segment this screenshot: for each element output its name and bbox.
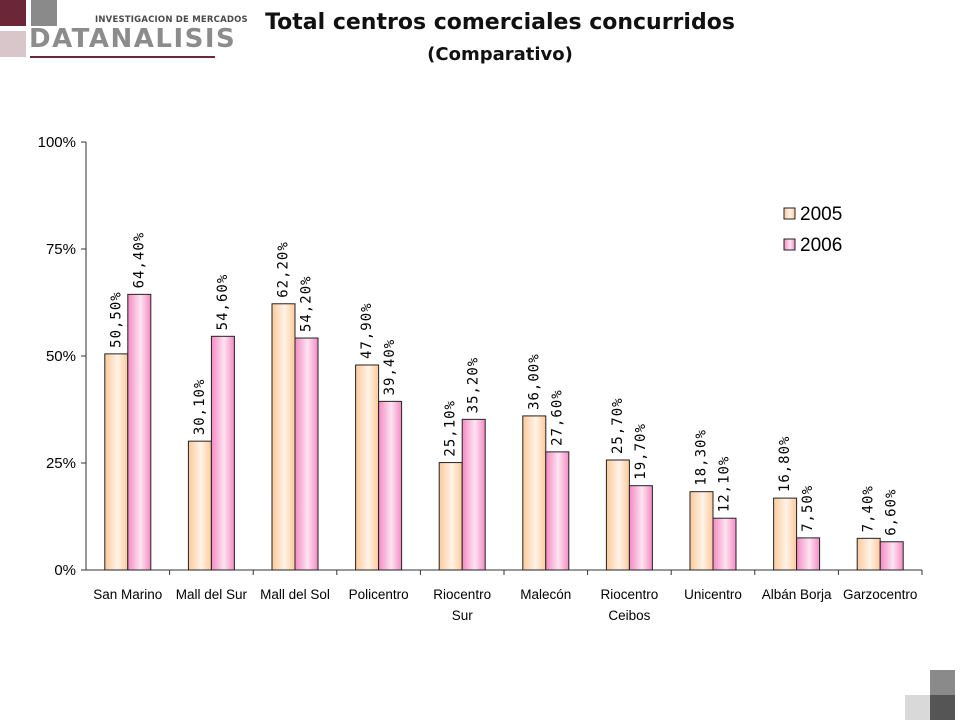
data-label: 25,10% bbox=[443, 400, 459, 457]
data-label: 62,20% bbox=[276, 241, 292, 298]
logo-square-dark bbox=[0, 0, 26, 26]
y-tick-label: 75% bbox=[46, 241, 76, 258]
logo-brand: DATANALISIS bbox=[29, 24, 237, 54]
bar-2006-2 bbox=[294, 337, 319, 571]
corner-square-dark bbox=[930, 695, 955, 720]
bar-2006-9 bbox=[879, 541, 904, 571]
data-label: 54,20% bbox=[299, 275, 315, 332]
bar-2006-7 bbox=[712, 517, 737, 571]
data-label: 50,50% bbox=[108, 291, 124, 348]
legend-swatch-2005 bbox=[783, 207, 796, 220]
bar-2005-3 bbox=[355, 364, 380, 571]
corner-square-light bbox=[905, 695, 930, 720]
y-tick-label: 100% bbox=[38, 134, 76, 151]
data-label: 18,30% bbox=[694, 429, 710, 486]
y-tick-label: 50% bbox=[46, 348, 76, 365]
x-tick-label: Mall del Sur bbox=[176, 587, 248, 602]
x-tick-label: Malecón bbox=[520, 587, 571, 602]
datanalisis-logo: INVESTIGACION DE MERCADOS DATANALISIS bbox=[0, 0, 248, 62]
bar-2005-5 bbox=[522, 415, 547, 571]
data-label: 7,40% bbox=[861, 485, 877, 532]
x-tick-label: Unicentro bbox=[684, 587, 742, 602]
y-tick-label: 25% bbox=[46, 455, 76, 472]
bar-2006-8 bbox=[796, 537, 821, 571]
bar-2005-8 bbox=[773, 497, 798, 571]
x-tick-label: Policentro bbox=[349, 587, 409, 602]
data-label: 27,60% bbox=[549, 389, 565, 446]
x-tick-label: Albán Borja bbox=[762, 587, 832, 602]
bar-2005-9 bbox=[856, 537, 881, 571]
logo-square-gray bbox=[31, 0, 57, 26]
data-label: 30,10% bbox=[192, 379, 208, 436]
x-tick-label: San Marino bbox=[93, 587, 162, 602]
data-label: 35,20% bbox=[466, 357, 482, 414]
corner-decoration bbox=[905, 670, 955, 720]
logo-square-light bbox=[0, 31, 26, 57]
data-label: 25,70% bbox=[610, 397, 626, 454]
bar-2005-4 bbox=[438, 462, 463, 571]
corner-square-gray bbox=[930, 670, 955, 695]
bar-2006-5 bbox=[545, 451, 570, 571]
bar-2006-0 bbox=[127, 293, 152, 571]
data-label: 16,80% bbox=[777, 436, 793, 493]
legend-label-2006: 2006 bbox=[800, 235, 842, 256]
chart-title: Total centros comerciales concurridos bbox=[265, 10, 735, 35]
y-tick-label: 0% bbox=[54, 562, 76, 579]
data-label: 12,10% bbox=[717, 456, 733, 513]
bar-2005-6 bbox=[605, 459, 630, 571]
data-label: 19,70% bbox=[633, 423, 649, 480]
data-label: 47,90% bbox=[359, 302, 375, 359]
bar-2006-1 bbox=[210, 335, 235, 571]
data-label: 7,50% bbox=[800, 485, 816, 532]
data-label: 36,00% bbox=[526, 353, 542, 410]
x-tick-label: Ceibos bbox=[608, 608, 650, 623]
bar-2006-3 bbox=[378, 400, 403, 571]
data-label: 39,40% bbox=[382, 339, 398, 396]
x-tick-label: Riocentro bbox=[433, 587, 491, 602]
x-tick-label: Mall del Sol bbox=[260, 587, 330, 602]
data-label: 64,40% bbox=[131, 232, 147, 289]
x-tick-label: Riocentro bbox=[601, 587, 659, 602]
logo-underline bbox=[30, 56, 215, 58]
x-tick-label: Garzocentro bbox=[843, 587, 917, 602]
bar-2006-4 bbox=[461, 418, 486, 571]
bar-2005-2 bbox=[271, 303, 296, 571]
chart-subtitle: (Comparativo) bbox=[427, 44, 573, 65]
bar-2006-6 bbox=[628, 485, 653, 571]
logo-tagline: INVESTIGACION DE MERCADOS bbox=[95, 15, 248, 25]
x-tick-label: Sur bbox=[452, 608, 474, 623]
bar-2005-7 bbox=[689, 491, 714, 571]
data-label: 54,60% bbox=[215, 274, 231, 331]
bar-2005-0 bbox=[104, 353, 129, 571]
legend-label-2005: 2005 bbox=[800, 204, 842, 225]
data-label: 6,60% bbox=[884, 489, 900, 536]
legend-swatch-2006 bbox=[783, 238, 796, 251]
bar-2005-1 bbox=[187, 440, 212, 571]
